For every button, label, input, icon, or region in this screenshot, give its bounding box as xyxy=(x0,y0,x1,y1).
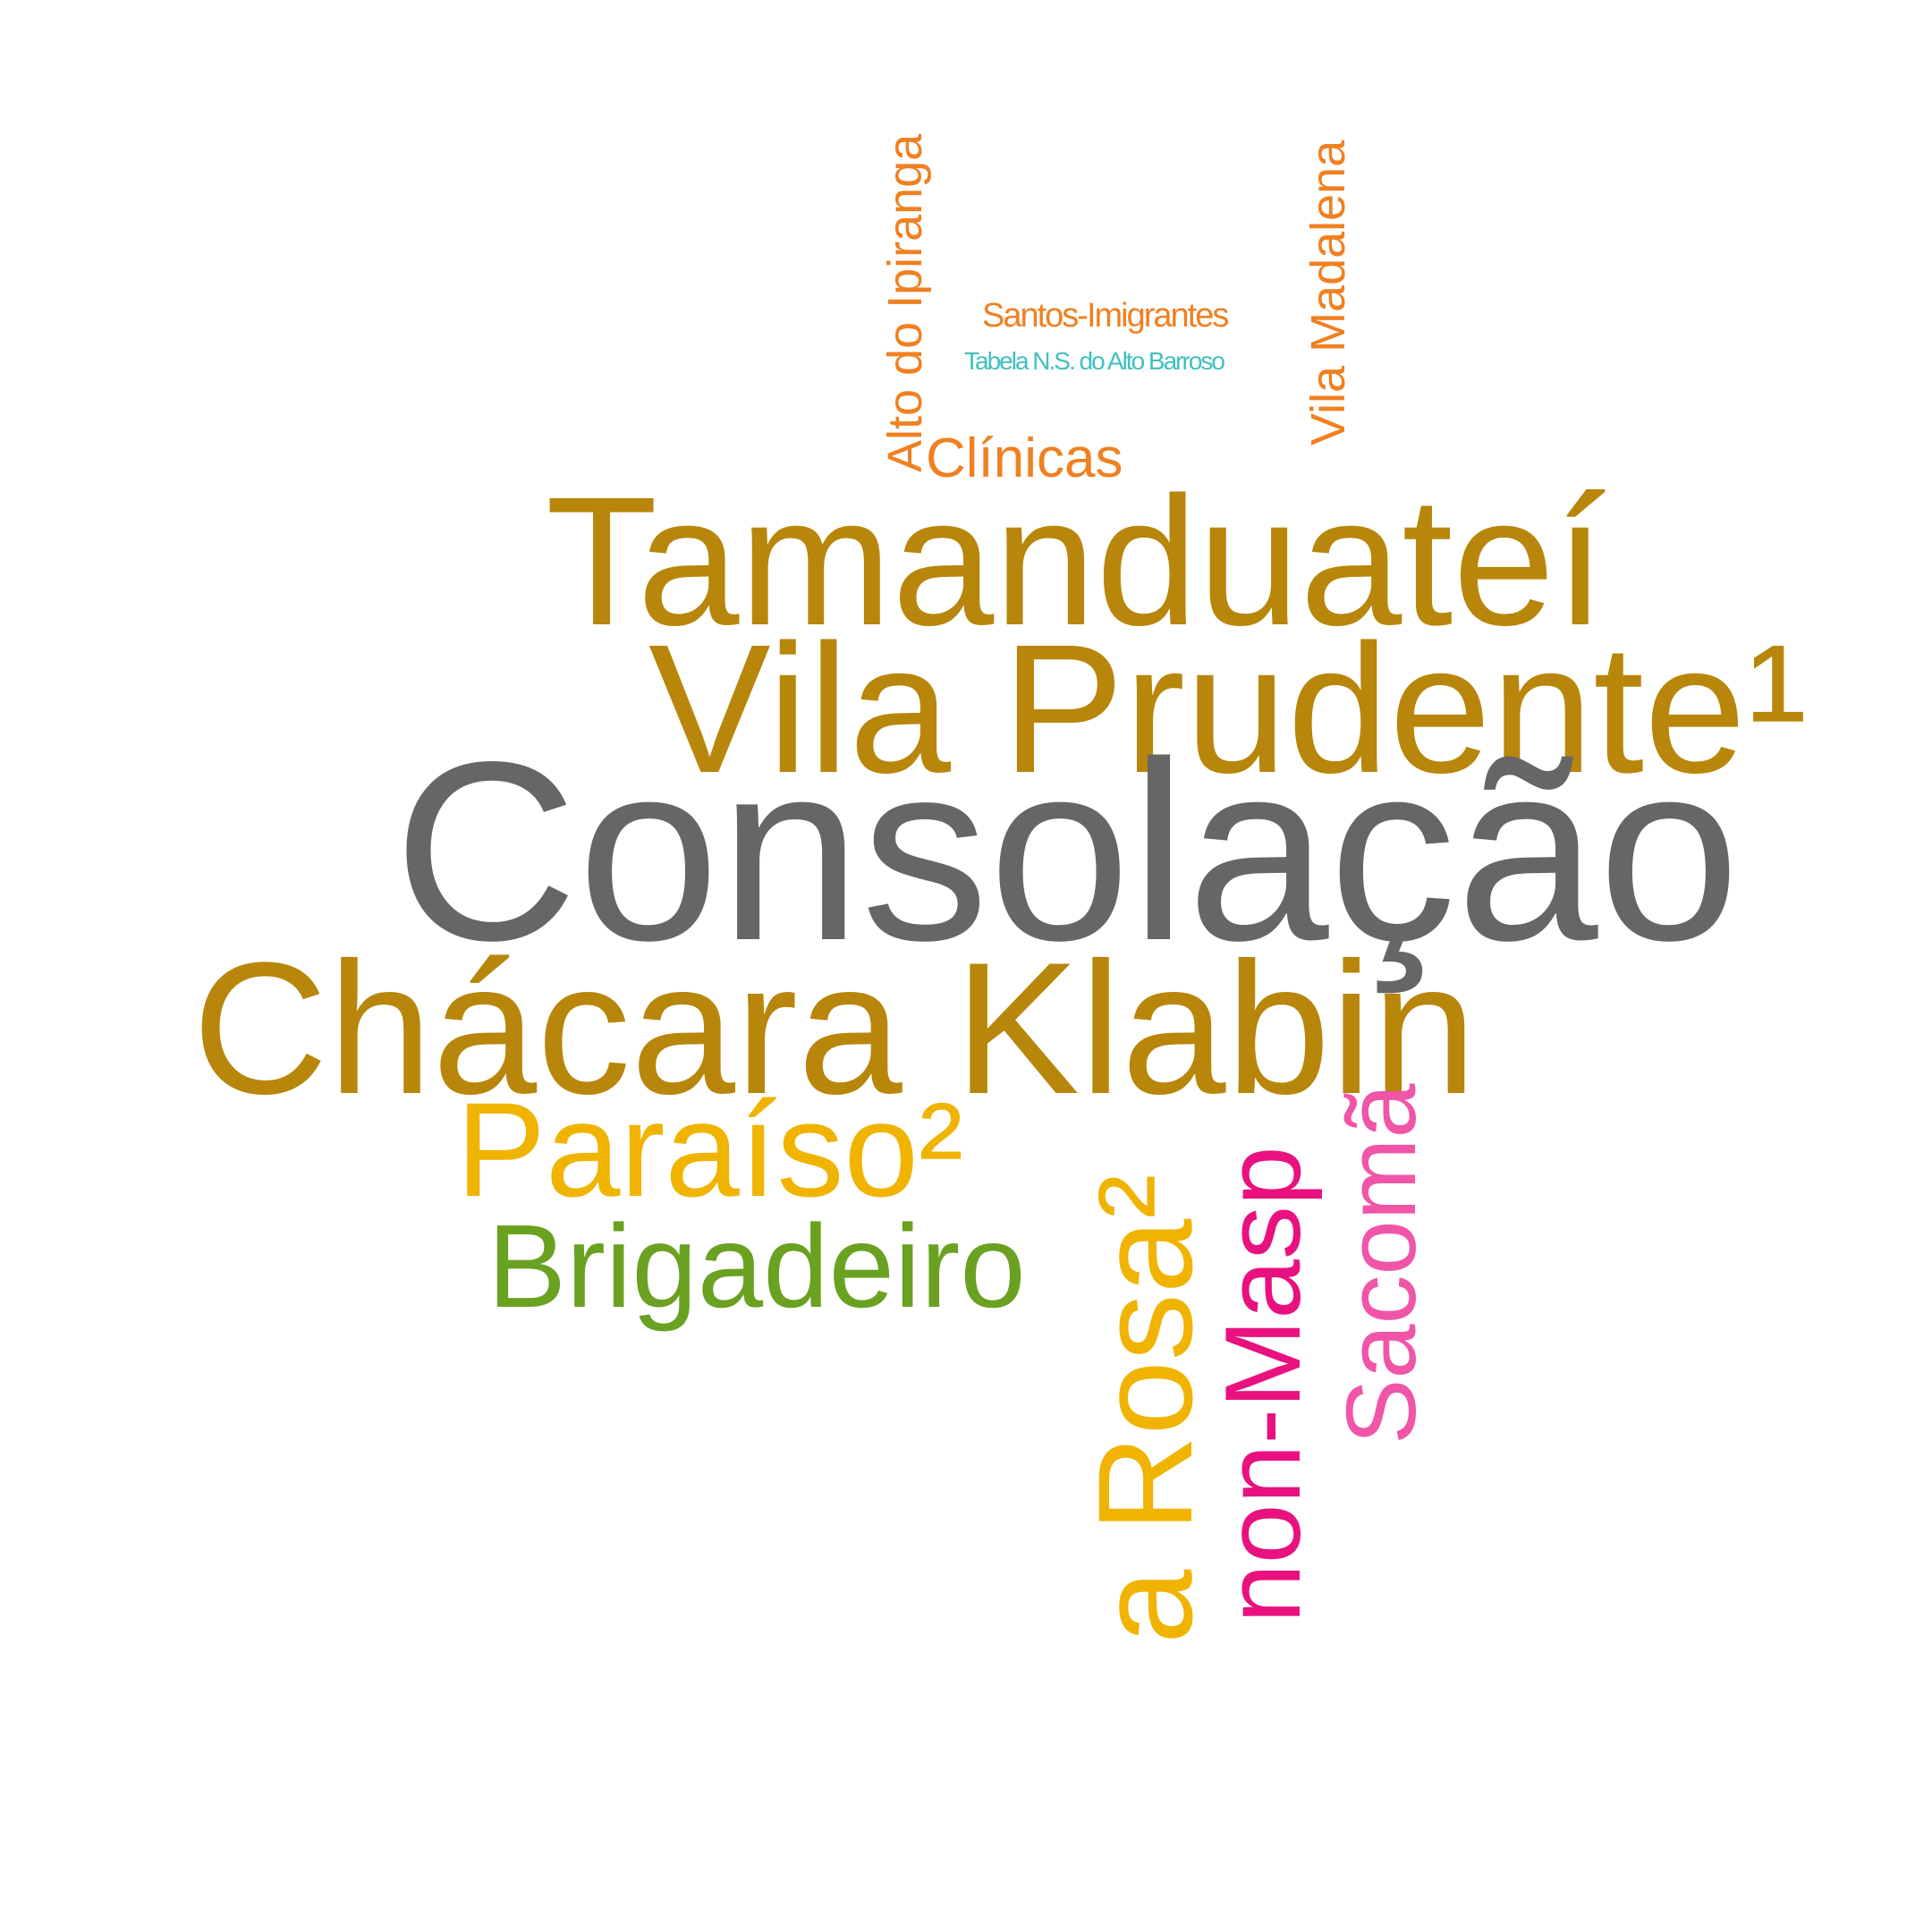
word-non-masp: non-Masp xyxy=(1203,1146,1323,1623)
word-chacara-klabin: Chácara Klabin xyxy=(192,923,1477,1133)
word-brigadeiro: Brigadeiro xyxy=(487,1200,1026,1332)
word-vila-madalena: Vila Madalena xyxy=(1301,140,1355,445)
word-alto-do-ipiranga: Alto do Ipiranga xyxy=(878,133,932,472)
word-tamanduatei: Tamanduateí xyxy=(546,459,1606,664)
word-rosa: a Rosa² xyxy=(1070,1174,1220,1644)
word-santos-imigrantes: Santos-Imigrantes xyxy=(982,297,1229,335)
word-vila-prudente: Vila Prudente¹ xyxy=(648,606,1808,811)
word-sacoma: Sacomã xyxy=(1326,1083,1436,1445)
word-consolacao: Consolação xyxy=(394,709,1741,994)
word-paraiso: Paraíso² xyxy=(456,1074,963,1224)
word-clinicas: Clínicas xyxy=(926,428,1123,489)
word-tabela: Tabela N.S. do Alto Barroso xyxy=(964,347,1225,375)
